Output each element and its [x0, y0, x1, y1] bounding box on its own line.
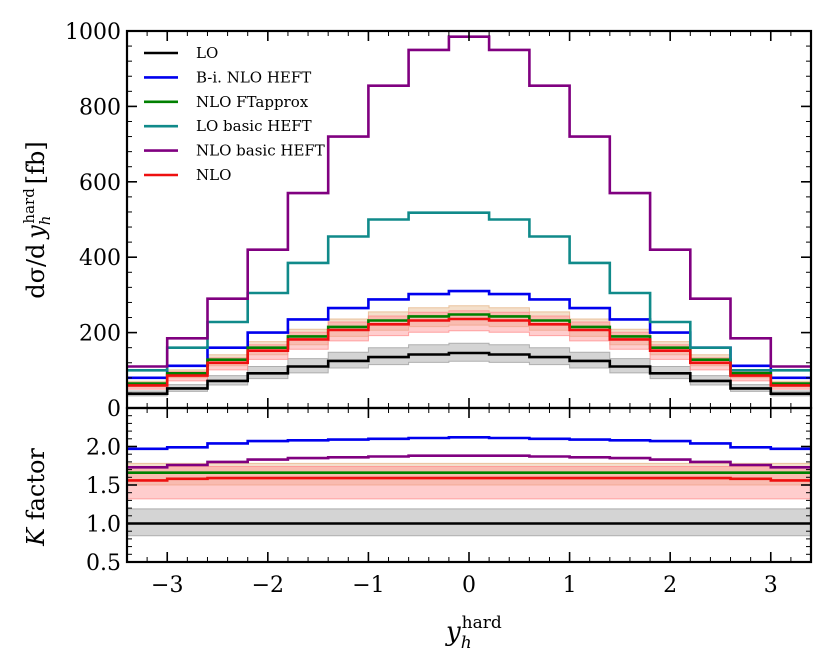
top-y-axis-label: dσ/d yhhard[fb]: [20, 141, 54, 299]
x-tick-label: −2: [252, 573, 284, 598]
top-y-tick-label: 0: [107, 397, 121, 422]
legend-label-b-i-nlo-heft: B-i. NLO HEFT: [196, 68, 311, 86]
bottom-line-nlo-basic-heft: [127, 454, 811, 469]
top-y-tick-label: 800: [79, 95, 121, 120]
bottom-line-nlo: [127, 476, 811, 482]
bottom-band-nlo-ftapprox: [127, 462, 811, 486]
top-y-tick-label: 600: [79, 171, 121, 196]
top-line-nlo: [127, 317, 811, 387]
x-tick-label: 0: [462, 573, 476, 598]
top-line-lo: [127, 351, 811, 395]
axis-ticks: −3 −2 −1 0 1 2 3 0 200 400 600 800 1000 0.5 1.0 1.5 2.0: [65, 20, 811, 598]
top-panel-series: [127, 35, 811, 395]
bottom-y-tick-label: 2.0: [86, 436, 121, 461]
legend-label-nlo-basic-heft: NLO basic HEFT: [196, 142, 325, 160]
bottom-panel-series: [127, 436, 811, 525]
x-tick-label: 3: [764, 573, 778, 598]
bottom-panel-bands: [127, 462, 811, 537]
legend-label-lo: LO: [196, 44, 218, 62]
bottom-band-nlo: [127, 466, 811, 500]
x-tick-label: −3: [151, 573, 183, 598]
legend-label-lo-basic-heft: LO basic HEFT: [196, 117, 312, 135]
x-tick-label: 2: [663, 573, 677, 598]
x-tick-label: −1: [352, 573, 384, 598]
bottom-y-axis-label: K factor: [22, 448, 50, 547]
x-tick-label: 1: [563, 573, 577, 598]
legend-label-nlo: NLO: [196, 166, 231, 184]
top-line-lo-basic-heft: [127, 211, 811, 372]
top-y-tick-label: 200: [79, 322, 121, 347]
top-y-tick-label: 1000: [65, 20, 121, 45]
legend-label-nlo-ftapprox: NLO FTapprox: [196, 93, 309, 111]
top-y-tick-label: 400: [79, 246, 121, 271]
bottom-y-tick-label: 1.5: [86, 474, 121, 499]
bottom-y-tick-label: 0.5: [86, 551, 121, 576]
bottom-y-tick-label: 1.0: [86, 513, 121, 538]
x-axis-label: yhhard: [445, 613, 502, 653]
legend: LO B-i. NLO HEFT NLO FTapprox LO basic HEFT…: [144, 44, 325, 184]
bottom-line-b-i-nlo-heft: [127, 436, 811, 451]
